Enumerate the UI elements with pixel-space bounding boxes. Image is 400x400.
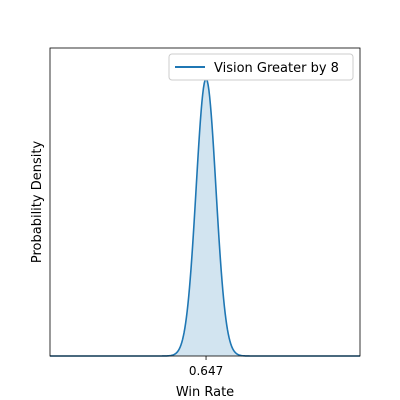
legend: Vision Greater by 8 bbox=[168, 53, 354, 81]
x-tick-label: 0.647 bbox=[189, 364, 223, 378]
legend-entry-label: Vision Greater by 8 bbox=[214, 61, 339, 76]
density-area-fill bbox=[50, 78, 360, 357]
y-axis-label: Probability Density bbox=[30, 141, 45, 264]
axes-frame bbox=[49, 47, 361, 357]
x-axis-label: Win Rate bbox=[176, 385, 234, 400]
legend-box bbox=[168, 53, 354, 81]
x-axis-ticks: 0.647 bbox=[189, 356, 223, 378]
